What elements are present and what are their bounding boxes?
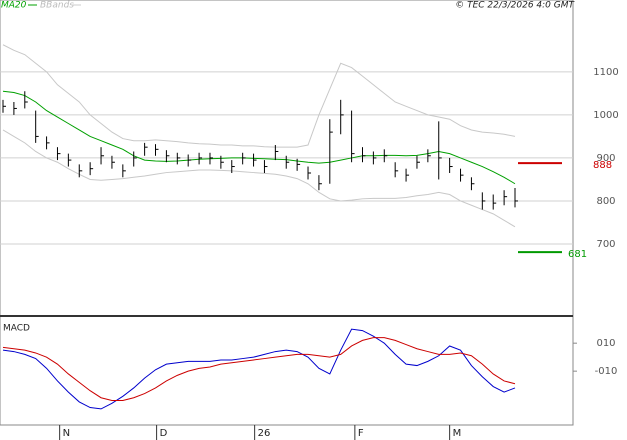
macd-line [2, 328, 516, 410]
y-tick-label: 1000 [593, 110, 618, 121]
x-tick-label: D [160, 428, 168, 439]
level-label: 888 [593, 160, 612, 171]
indicator-line [2, 90, 516, 185]
y-tick-label: 900 [596, 153, 615, 164]
indicator-line [2, 44, 516, 148]
credit: © TEC 22/3/2026 4:0 GMT [455, 1, 575, 11]
x-tick-label: F [358, 428, 364, 439]
macd-title: MACD [3, 324, 30, 334]
legend-ma20: MA20 [1, 1, 27, 11]
x-tick-label: 26 [258, 428, 271, 439]
frame [0, 0, 574, 426]
y-tick-label: 700 [596, 239, 615, 250]
x-tick-label: M [453, 428, 462, 439]
y-tick-label: 1100 [593, 67, 618, 78]
macd-line [2, 337, 516, 402]
indicator-line [2, 129, 516, 228]
x-tick-label: N [63, 428, 70, 439]
y-tick-label: 800 [596, 196, 615, 207]
y-tick-label: -010 [595, 366, 618, 377]
level-label: 681 [568, 249, 587, 260]
legend-bbands: BBands [40, 1, 74, 11]
y-tick-label: 010 [596, 338, 615, 349]
